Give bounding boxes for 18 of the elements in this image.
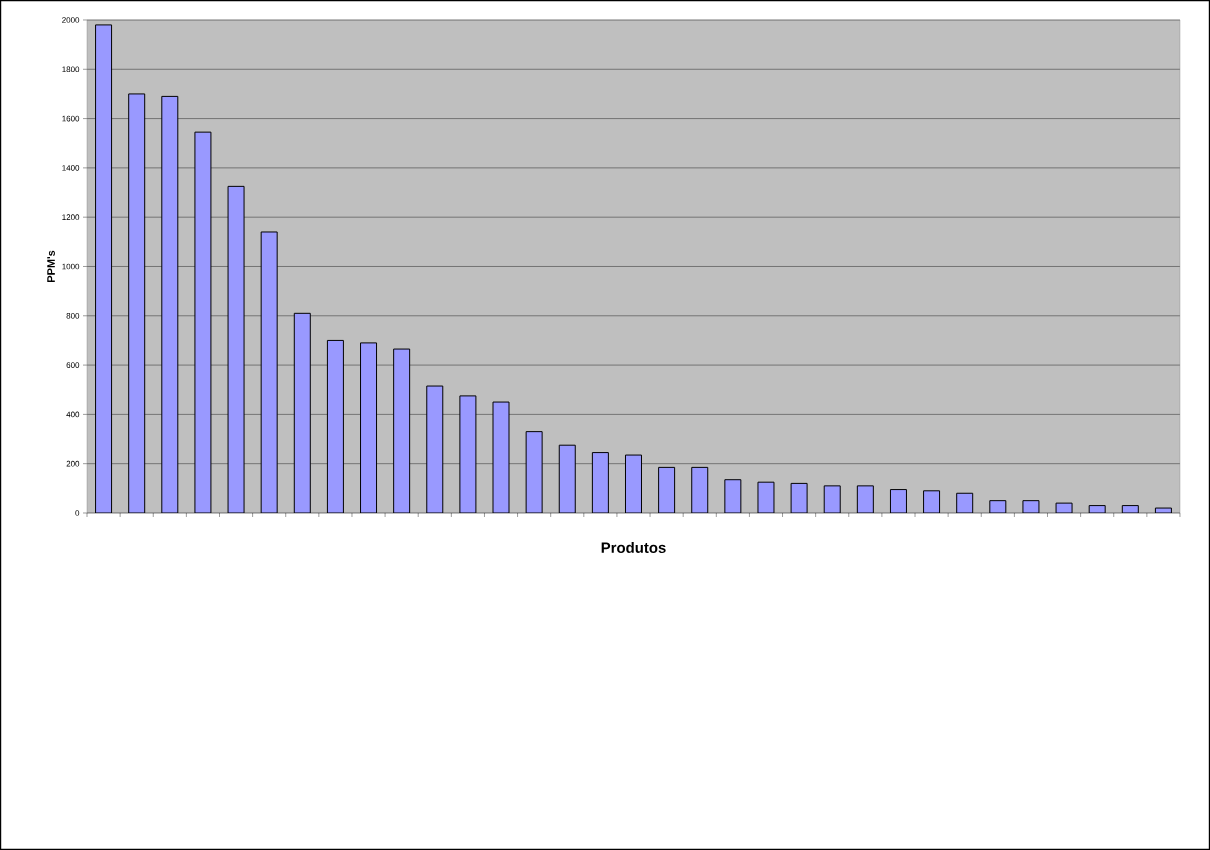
bar	[1055, 502, 1073, 513]
bar	[658, 466, 676, 513]
bar	[856, 485, 874, 513]
bar	[757, 481, 775, 513]
bar	[1121, 505, 1139, 513]
bar	[1154, 507, 1172, 513]
y-axis-title: PPM's	[47, 250, 55, 282]
x-axis-title: Produtos	[601, 542, 666, 553]
bar	[1088, 505, 1106, 513]
bar	[691, 466, 709, 513]
bar	[956, 492, 974, 513]
bar	[923, 490, 941, 513]
bar	[989, 500, 1007, 513]
bar	[889, 489, 907, 513]
bar	[1022, 500, 1040, 513]
bar	[790, 482, 808, 513]
bar	[823, 485, 841, 513]
bar	[724, 479, 742, 513]
